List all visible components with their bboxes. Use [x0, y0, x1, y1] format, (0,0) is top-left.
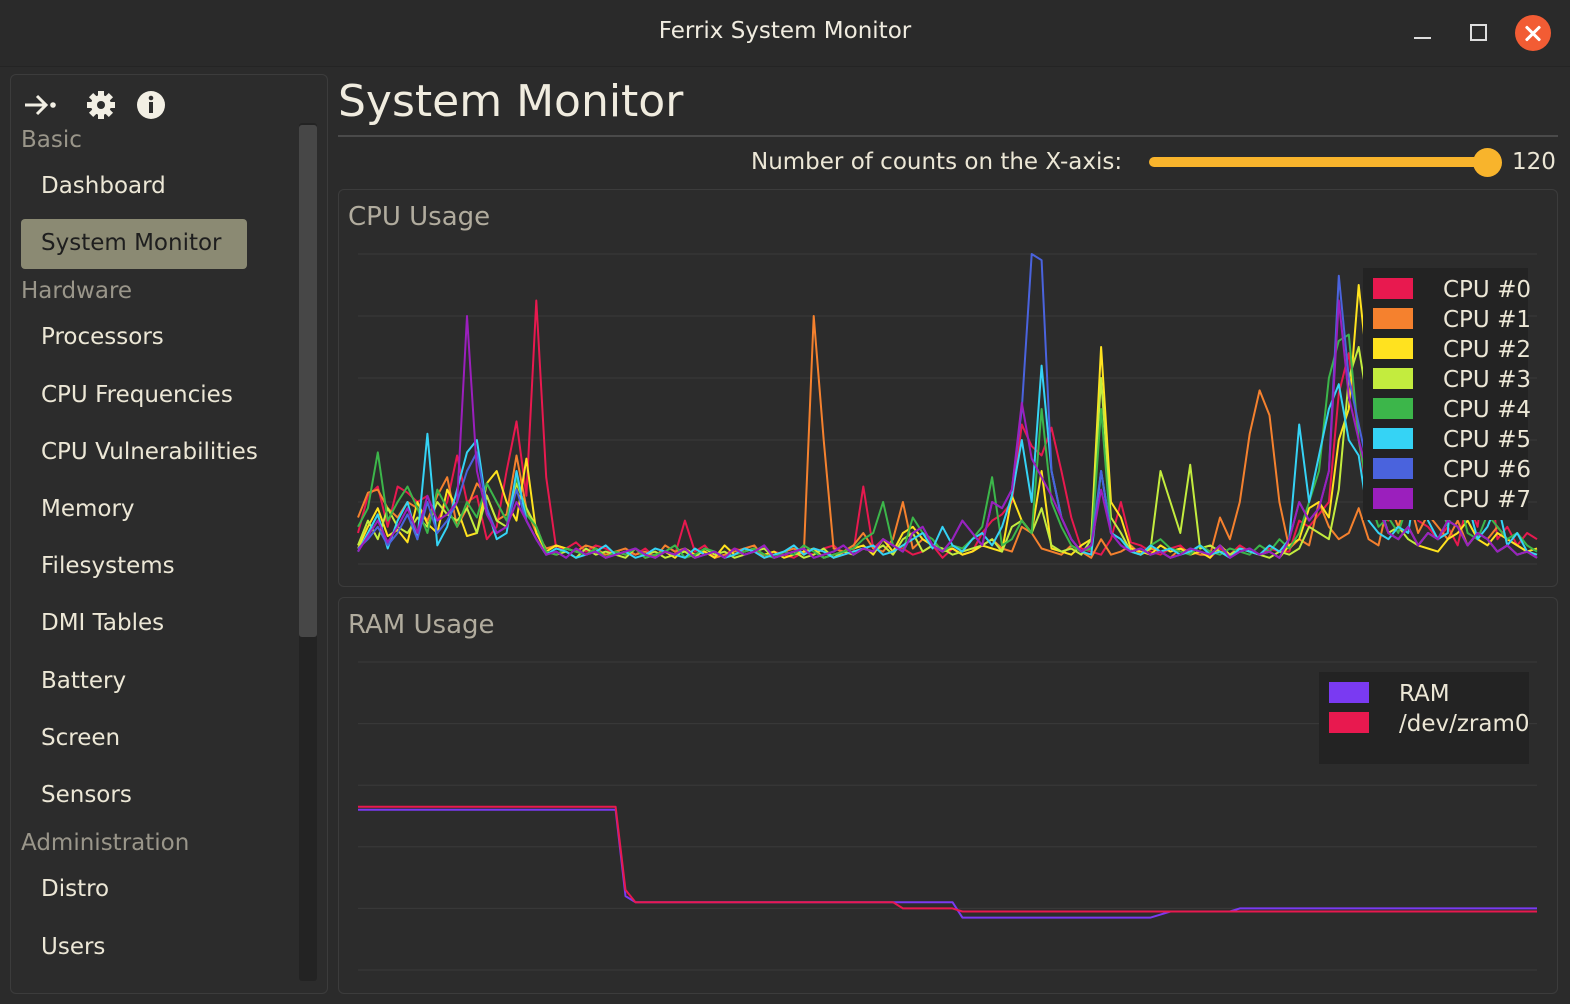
series-line-ram [358, 808, 1537, 919]
legend-label-dev-zram0: /dev/zram0 [1399, 711, 1530, 737]
sidebar-item-dmi-tables[interactable]: DMI Tables [21, 599, 247, 649]
sidebar-item-label: Sensors [41, 782, 132, 808]
gear-icon[interactable] [85, 89, 117, 121]
legend-swatch-cpu-4 [1373, 398, 1413, 419]
sidebar-item-processors[interactable]: Processors [21, 313, 247, 363]
sidebar-item-screen[interactable]: Screen [21, 714, 247, 764]
legend-swatch-cpu-0 [1373, 278, 1413, 299]
sidebar-item-dashboard[interactable]: Dashboard [21, 162, 247, 212]
series-line-cpu-4 [357, 333, 1538, 559]
close-button[interactable] [1515, 15, 1551, 51]
section-label-basic: Basic [21, 127, 82, 153]
x-axis-count-label: Number of counts on the X-axis: [751, 149, 1123, 175]
legend-label-cpu-2: CPU #2 [1443, 337, 1531, 363]
sidebar-item-system-monitor[interactable]: System Monitor [21, 219, 247, 269]
legend-swatch-cpu-6 [1373, 458, 1413, 479]
series-line-dev-zram0 [358, 805, 1537, 913]
sidebar-item-battery[interactable]: Battery [21, 657, 247, 707]
legend-swatch-cpu-2 [1373, 338, 1413, 359]
sidebar: Basic Dashboard System Monitor Hardware … [10, 74, 328, 994]
sidebar-scrollbar-thumb[interactable] [299, 125, 317, 637]
legend-label-cpu-6: CPU #6 [1443, 457, 1531, 483]
sidebar-item-cpu-vulnerabilities[interactable]: CPU Vulnerabilities [21, 428, 258, 478]
x-axis-count-slider-thumb[interactable] [1473, 148, 1502, 177]
series-line-cpu-0 [357, 299, 1538, 559]
cpu-usage-title: CPU Usage [348, 202, 491, 232]
sidebar-item-cpu-frequencies[interactable]: CPU Frequencies [21, 371, 247, 421]
cpu-usage-chart: CPU #0 CPU #1 CPU #2 CPU #3 CPU #4 CPU #5 CPU … [357, 253, 1538, 565]
series-line-cpu-7 [357, 299, 1538, 559]
legend-swatch-ram [1329, 682, 1369, 703]
page-title: System Monitor [338, 76, 684, 127]
series-line-cpu-2 [357, 284, 1538, 559]
legend-swatch-dev-zram0 [1329, 712, 1369, 733]
sidebar-item-label: Users [41, 934, 106, 960]
title-bar: Ferrix System Monitor [0, 0, 1570, 67]
x-axis-count-slider[interactable] [1149, 157, 1489, 167]
ram-usage-title: RAM Usage [348, 610, 495, 640]
ram-usage-chart: RAM/dev/zram0 [358, 661, 1537, 971]
legend-label-cpu-1: CPU #1 [1443, 307, 1531, 333]
info-icon[interactable] [135, 89, 167, 121]
sidebar-item-label: CPU Frequencies [41, 382, 233, 408]
sidebar-item-memory[interactable]: Memory [21, 485, 247, 535]
section-label-hardware: Hardware [21, 278, 133, 304]
maximize-button[interactable] [1460, 14, 1496, 50]
sidebar-item-label: Dashboard [41, 173, 166, 199]
sidebar-item-label: CPU Vulnerabilities [41, 439, 258, 465]
sidebar-item-label: System Monitor [41, 230, 222, 256]
legend-label-cpu-3: CPU #3 [1443, 367, 1531, 393]
legend-swatch-cpu-7 [1373, 488, 1413, 509]
section-label-administration: Administration [21, 830, 190, 856]
legend-label-cpu-5: CPU #5 [1443, 427, 1531, 453]
cpu-usage-panel: CPU Usage CPU #0 CPU #1 CPU #2 CPU #3 CPU #4… [338, 189, 1558, 587]
sidebar-item-label: Memory [41, 496, 135, 522]
sidebar-item-label: Filesystems [41, 553, 175, 579]
sidebar-item-label: Battery [41, 668, 127, 694]
title-divider [338, 135, 1558, 137]
legend-label-cpu-4: CPU #4 [1443, 397, 1531, 423]
sidebar-item-filesystems[interactable]: Filesystems [21, 542, 247, 592]
minimize-button[interactable] [1404, 14, 1440, 50]
ram-usage-panel: RAM Usage RAM/dev/zram0 [338, 597, 1558, 994]
sidebar-item-users[interactable]: Users [21, 923, 247, 973]
x-axis-count-value: 120 [1512, 149, 1556, 175]
collapse-sidebar-icon[interactable] [23, 89, 56, 121]
sidebar-item-label: Distro [41, 876, 110, 902]
legend-swatch-cpu-5 [1373, 428, 1413, 449]
legend-swatch-cpu-3 [1373, 368, 1413, 389]
sidebar-item-label: Processors [41, 324, 164, 350]
sidebar-item-label: DMI Tables [41, 610, 165, 636]
legend-swatch-cpu-1 [1373, 308, 1413, 329]
window-title: Ferrix System Monitor [658, 18, 912, 44]
legend-label-cpu-7: CPU #7 [1443, 487, 1531, 513]
sidebar-item-distro[interactable]: Distro [21, 865, 247, 915]
series-line-cpu-5 [357, 364, 1538, 559]
legend-label-ram: RAM [1399, 681, 1450, 707]
sidebar-item-sensors[interactable]: Sensors [21, 771, 247, 821]
sidebar-item-label: Screen [41, 725, 121, 751]
legend-label-cpu-0: CPU #0 [1443, 277, 1531, 303]
